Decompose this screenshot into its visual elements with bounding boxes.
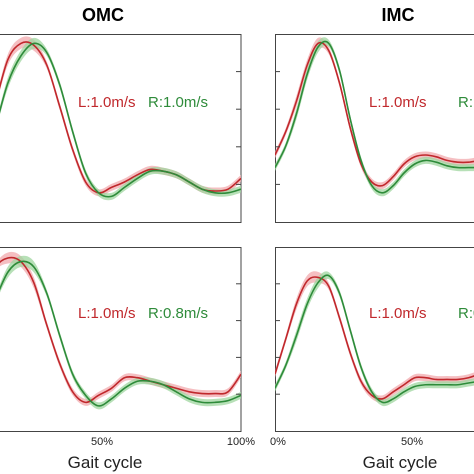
series-left-band bbox=[0, 251, 241, 406]
panel-imc-bottom: L:1.0m/s R:0.8m/s 0% 50% Gait cycle bbox=[270, 247, 474, 472]
chart-title-omc: OMC bbox=[82, 5, 124, 25]
series-right-line bbox=[275, 274, 474, 404]
annotation-left-speed: L:1.0m/s bbox=[369, 305, 427, 322]
annotation-right-speed: R:0.8m/s bbox=[148, 305, 208, 322]
annotation-left-speed: L:1.0m/s bbox=[78, 94, 136, 111]
panel-omc-top: L:1.0m/s R:1.0m/s bbox=[0, 34, 242, 223]
panel-omc-bottom: L:1.0m/s R:0.8m/s 50% 100% Gait cycle bbox=[0, 247, 255, 472]
series-right-band bbox=[0, 37, 241, 201]
x-tick-label: 100% bbox=[227, 436, 255, 448]
series-right-line bbox=[275, 40, 474, 194]
series-left-line bbox=[0, 41, 241, 194]
axes-frame bbox=[0, 34, 242, 223]
plot-area bbox=[275, 37, 474, 197]
annotation-right-speed: R:0.8m/s bbox=[458, 305, 474, 322]
x-axis-label: Gait cycle bbox=[68, 453, 143, 472]
x-tick-label: 50% bbox=[91, 436, 113, 448]
series-right-line bbox=[0, 42, 241, 198]
annotation-left-speed: L:1.0m/s bbox=[78, 305, 136, 322]
series-left-line bbox=[275, 276, 474, 400]
plot-area bbox=[275, 271, 474, 407]
annotation-right-speed: R:1.0m/s bbox=[458, 94, 474, 111]
series-left-line bbox=[275, 41, 474, 187]
x-axis-label: Gait cycle bbox=[363, 453, 438, 472]
series-right-line bbox=[0, 260, 241, 407]
axes-frame bbox=[0, 247, 242, 432]
axes-frame bbox=[275, 247, 474, 432]
series-right-band bbox=[275, 271, 474, 407]
chart-title-imc: IMC bbox=[382, 5, 415, 25]
x-tick-label: 50% bbox=[401, 436, 423, 448]
series-left-line bbox=[0, 256, 241, 404]
plot-area bbox=[0, 36, 241, 201]
x-tick-label: 0% bbox=[270, 436, 286, 448]
series-left-band bbox=[0, 36, 241, 197]
annotation-left-speed: L:1.0m/s bbox=[369, 94, 427, 111]
plot-area bbox=[0, 251, 241, 410]
axes-frame bbox=[275, 34, 474, 223]
series-right-band bbox=[0, 255, 241, 410]
annotation-right-speed: R:1.0m/s bbox=[148, 94, 208, 111]
series-right-band bbox=[275, 37, 474, 197]
panel-imc-top: L:1.0m/s R:1.0m/s bbox=[275, 34, 474, 223]
